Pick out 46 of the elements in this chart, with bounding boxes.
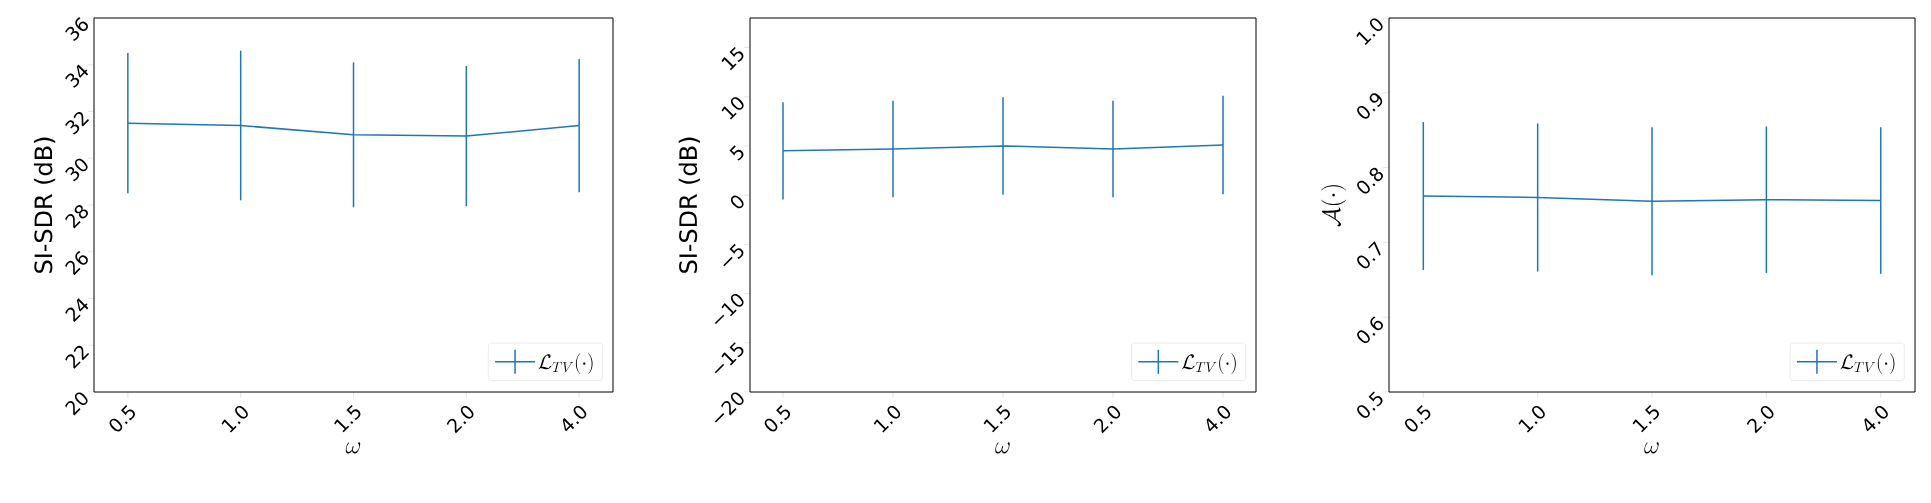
y-tick-label: 30 xyxy=(65,158,88,182)
y-tick-label: 22 xyxy=(65,345,90,369)
y-tick-label: 34 xyxy=(65,64,89,88)
y-tick-label: 5 xyxy=(729,145,744,161)
y-tick-label: 0 xyxy=(730,195,744,209)
x-tick-label: 1.0 xyxy=(1518,405,1545,433)
y-tick-label: 36 xyxy=(65,17,88,42)
y-tick-label: 32 xyxy=(65,111,90,135)
x-tick-label: 4.0 xyxy=(1206,405,1231,432)
y-tick-label: 26 xyxy=(65,251,88,276)
y-tick-label: 0.7 xyxy=(1357,241,1381,269)
x-tick-label: 2.0 xyxy=(1746,405,1774,434)
x-tick-label: 0.5 xyxy=(109,405,135,432)
y-tick-label: −5 xyxy=(723,243,744,267)
x-tick-label: 2.0 xyxy=(1093,405,1121,434)
x-tick-label: 1.5 xyxy=(334,404,361,433)
legend-label: $\mathcal{L}_{TV}(\cdot)$ xyxy=(1840,353,1895,374)
x-tick-label: 1.5 xyxy=(1632,404,1659,433)
x-tick-label: 0.5 xyxy=(764,405,791,432)
y-tick-label: 28 xyxy=(65,205,89,229)
x-tick-label: 0.5 xyxy=(1405,405,1431,432)
y-tick-label: 15 xyxy=(721,46,744,71)
y-tick-label: 24 xyxy=(65,298,89,322)
x-axis-title: $\omega$ xyxy=(995,442,1010,454)
x-tick-label: 4.0 xyxy=(1864,405,1888,432)
x-axis-title: $\omega$ xyxy=(345,442,361,454)
y-tick-label: 20 xyxy=(65,392,88,416)
y-tick-label: −20 xyxy=(714,392,744,423)
x-tick-label: 1.0 xyxy=(221,405,248,433)
y-tick-label: 10 xyxy=(721,97,744,120)
y-axis-title: SI-SDR (dB) xyxy=(678,137,700,273)
x-tick-label: 4.0 xyxy=(562,405,587,432)
y-tick-label: 1.0 xyxy=(1356,18,1383,45)
x-tick-label: 1.5 xyxy=(983,404,1010,433)
x-axis-title: $\omega$ xyxy=(1644,442,1659,454)
y-tick-label: −10 xyxy=(714,293,744,325)
y-tick-label: 0.8 xyxy=(1357,167,1384,194)
y-axis-title: $\mathcal{A}(\cdot)$ xyxy=(1321,185,1346,227)
legend-label: $\mathcal{L}_{TV}(\cdot)$ xyxy=(538,353,593,374)
legend-label: $\mathcal{L}_{TV}(\cdot)$ xyxy=(1181,353,1236,374)
x-tick-label: 2.0 xyxy=(446,405,474,434)
y-tick-label: 0.6 xyxy=(1357,316,1383,344)
y-tick-label: 0.9 xyxy=(1357,93,1383,119)
y-axis-title: SI-SDR (dB) xyxy=(33,137,56,273)
x-tick-label: 1.0 xyxy=(873,405,901,433)
y-tick-label: −15 xyxy=(714,342,744,374)
